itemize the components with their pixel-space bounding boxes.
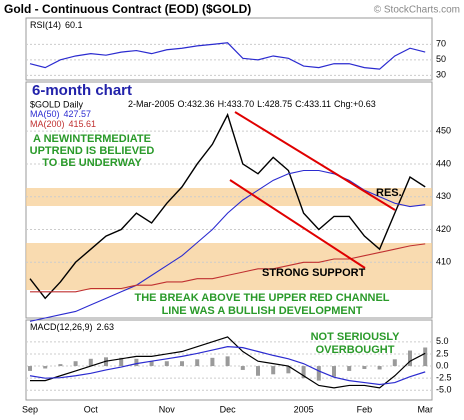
x-tick-label: Feb: [357, 404, 373, 414]
histogram-bar: [149, 361, 154, 367]
annotation: LINE WAS A BULLISH DEVELOPMENT: [162, 305, 363, 317]
histogram-bar: [271, 366, 276, 375]
quote: 2-Mar-2005 O:432.36 H:433.70 L:428.75 C:433.…: [128, 99, 376, 109]
annotation: TO BE UNDERWAY: [42, 157, 142, 169]
histogram-bar: [210, 357, 215, 367]
histogram-bar: [28, 366, 32, 371]
histogram-bar: [195, 359, 200, 367]
line: [30, 243, 426, 293]
y-tick-label: 450: [436, 126, 451, 136]
histogram-bar: [332, 366, 336, 377]
support-zone: [26, 243, 432, 290]
x-tick-label: Sep: [22, 404, 38, 414]
quote-low: L:428.75: [257, 99, 292, 109]
histogram-bar: [134, 358, 139, 367]
x-tick-label: Nov: [159, 404, 176, 414]
histogram-bar: [58, 364, 63, 367]
y-tick-label: 50: [436, 54, 446, 64]
y-tick-label: 30: [436, 70, 446, 80]
histogram-bar: [180, 361, 184, 367]
y-tick-label: -2.5: [436, 373, 452, 383]
ma50-legend: MA(50) 427.57: [30, 109, 91, 119]
histogram-bar: [88, 358, 93, 367]
ma50-last: 427.57: [64, 109, 92, 119]
line: [29, 169, 426, 322]
price-legend: $GOLD Daily: [30, 99, 84, 109]
histogram-bar: [286, 366, 291, 374]
y-tick-label: 0.0: [436, 360, 449, 370]
histogram-bar: [377, 366, 382, 370]
y-tick-label: 440: [436, 158, 451, 168]
annotation: RES.: [376, 187, 402, 199]
x-tick-label: 2005: [294, 404, 314, 414]
histogram-bar: [73, 361, 78, 367]
histogram-bar: [392, 359, 397, 367]
macd-last: 2.63: [97, 322, 115, 332]
annotation: OVERBOUGHT: [316, 344, 395, 356]
rsi-label: RSI(14) 60.1: [30, 20, 83, 30]
macd-label: MACD(12,26,9) 2.63: [30, 322, 114, 332]
macd-name: MACD(12,26,9): [30, 322, 93, 332]
y-tick-label: 410: [436, 257, 451, 267]
annotation: NOT SERIOUSLY: [311, 331, 400, 343]
annotation: STRONG SUPPORT: [262, 267, 366, 279]
line: [29, 112, 426, 300]
y-tick-label: 2.5: [436, 348, 449, 358]
histogram-bar: [301, 366, 306, 379]
upper-channel-line: [234, 111, 396, 211]
y-tick-label: -5.0: [436, 385, 452, 395]
annotation: A NEWINTERMEDIATE: [33, 133, 151, 145]
histogram-bar: [164, 361, 169, 367]
resistance-zone: [26, 188, 432, 206]
x-tick-label: Oct: [84, 404, 99, 414]
histogram-bar: [43, 366, 48, 369]
ma50-name: MA(50): [30, 109, 60, 119]
histogram-bar: [240, 366, 245, 370]
x-tick-label: Mar: [417, 404, 433, 414]
y-tick-label: 5.0: [436, 336, 449, 346]
subtitle: 6-month chart: [32, 82, 132, 99]
quote-high: H:433.70: [218, 99, 255, 109]
histogram-bar: [362, 366, 367, 369]
quote-close: C:433.11: [295, 99, 331, 109]
line: [29, 42, 426, 70]
line: [30, 336, 426, 389]
line: [29, 346, 426, 386]
y-tick-label: 70: [436, 39, 446, 49]
histogram-bar: [119, 357, 124, 367]
histogram-bar: [423, 347, 428, 367]
chart-title: Gold - Continuous Contract (EOD) ($GOLD): [4, 2, 251, 16]
ma200-legend: MA(200) 415.61: [30, 119, 96, 129]
ma200-last: 415.61: [69, 119, 97, 129]
histogram-bar: [316, 366, 321, 381]
ma200-name: MA(200): [30, 119, 65, 129]
histogram-bar: [408, 350, 412, 367]
annotation: THE BREAK ABOVE THE UPPER RED CHANNEL: [134, 292, 389, 304]
lower-channel-line: [229, 179, 366, 269]
annotation: UPTREND IS BELIEVED: [30, 145, 155, 157]
rsi-last: 60.1: [65, 20, 83, 30]
x-tick-label: Dec: [220, 404, 237, 414]
watermark: © StockCharts.com: [374, 5, 460, 16]
quote-change: Chg:+0.63: [334, 99, 376, 109]
histogram-bar: [225, 356, 230, 367]
histogram-bar: [347, 366, 352, 371]
quote-date: 2-Mar-2005: [128, 99, 175, 109]
histogram-bar: [256, 366, 260, 376]
y-tick-label: 430: [436, 191, 451, 201]
rsi-panel: [25, 17, 433, 81]
y-tick-label: 420: [436, 224, 451, 234]
quote-open: O:432.36: [178, 99, 215, 109]
rsi-name: RSI(14): [30, 20, 61, 30]
